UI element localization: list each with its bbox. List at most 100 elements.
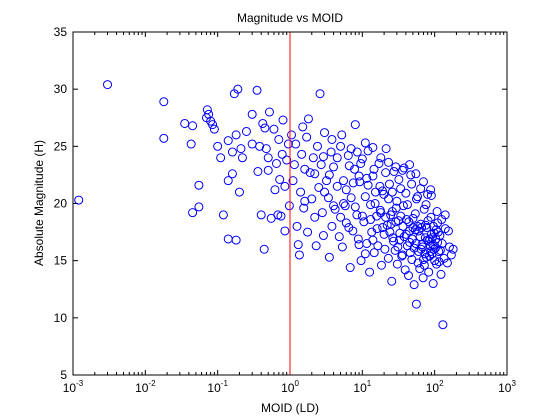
data-point xyxy=(308,153,318,163)
data-point xyxy=(314,182,324,192)
data-point xyxy=(329,162,339,172)
x-tick-label: 102 xyxy=(426,379,444,395)
data-point xyxy=(388,233,398,243)
data-point xyxy=(103,80,113,90)
data-point xyxy=(310,212,320,222)
data-point xyxy=(316,160,326,170)
data-point xyxy=(433,227,443,237)
data-point xyxy=(389,236,399,246)
y-axis-label: Absolute Magnitude (H) xyxy=(32,140,46,266)
data-point xyxy=(350,120,360,130)
data-point xyxy=(383,157,393,167)
data-point xyxy=(303,114,313,124)
y-axis-ticks: 5 10 15 20 25 30 35 xyxy=(54,25,507,382)
data-point xyxy=(383,253,393,263)
data-point xyxy=(438,320,448,330)
data-point xyxy=(378,223,388,233)
data-point xyxy=(404,271,414,281)
data-point xyxy=(352,147,362,157)
data-point xyxy=(263,165,273,175)
data-point xyxy=(377,186,387,196)
data-point xyxy=(391,217,401,227)
data-point xyxy=(159,97,169,107)
data-point xyxy=(313,141,323,151)
data-point xyxy=(74,195,84,205)
data-point xyxy=(339,176,349,186)
data-point xyxy=(297,149,307,159)
data-point xyxy=(326,147,336,157)
data-point xyxy=(401,188,411,198)
data-point xyxy=(234,187,244,197)
data-point xyxy=(255,141,265,151)
data-point xyxy=(322,176,332,186)
data-point xyxy=(241,126,251,136)
data-point xyxy=(320,128,330,138)
data-point xyxy=(293,240,303,250)
data-point xyxy=(360,138,370,148)
data-point xyxy=(417,223,427,233)
data-point xyxy=(296,187,306,197)
data-point xyxy=(435,245,445,255)
data-point xyxy=(274,134,284,144)
data-point xyxy=(379,229,389,239)
data-point xyxy=(402,215,412,225)
data-point xyxy=(320,187,330,197)
data-point xyxy=(311,241,321,251)
data-point xyxy=(421,200,431,210)
data-point xyxy=(418,177,428,187)
data-point xyxy=(381,168,391,178)
data-point xyxy=(409,243,419,253)
plot-frame xyxy=(72,31,508,376)
data-point xyxy=(387,187,397,197)
data-point xyxy=(302,132,312,142)
data-point xyxy=(186,139,196,149)
data-point xyxy=(280,181,290,191)
data-point xyxy=(355,177,365,187)
data-point xyxy=(419,260,429,270)
data-point xyxy=(231,130,241,140)
data-point xyxy=(398,201,408,211)
data-point xyxy=(201,113,211,123)
y-tick-label: 30 xyxy=(54,82,68,96)
data-point xyxy=(392,259,402,269)
x-tick-label: 101 xyxy=(353,379,371,395)
data-point xyxy=(386,219,396,229)
data-point xyxy=(332,181,342,191)
data-point xyxy=(426,185,436,195)
data-point xyxy=(410,209,420,219)
y-tick-label: 15 xyxy=(54,254,68,268)
data-point xyxy=(383,194,393,204)
data-point xyxy=(231,235,241,245)
data-point xyxy=(188,208,198,218)
data-point xyxy=(404,217,414,227)
data-point xyxy=(413,258,423,268)
data-point xyxy=(344,223,354,233)
data-point xyxy=(180,118,190,128)
data-point xyxy=(227,147,237,157)
x-tick-label: 100 xyxy=(281,379,299,395)
data-point xyxy=(409,280,419,290)
data-point xyxy=(271,158,281,168)
data-point xyxy=(237,153,247,163)
data-point xyxy=(370,187,380,197)
data-point xyxy=(280,226,290,236)
data-point xyxy=(258,118,268,128)
y-tick-label: 25 xyxy=(54,139,68,153)
data-point xyxy=(407,179,417,189)
data-point xyxy=(375,181,385,191)
data-point xyxy=(376,153,386,163)
data-point xyxy=(356,256,366,266)
data-point xyxy=(376,260,386,270)
data-point xyxy=(188,121,198,131)
data-point xyxy=(223,136,233,146)
data-point xyxy=(299,203,309,213)
data-point xyxy=(264,107,274,117)
data-point xyxy=(422,223,432,233)
data-point xyxy=(423,189,433,199)
data-point xyxy=(418,273,428,283)
data-point xyxy=(329,201,339,211)
data-point xyxy=(424,267,434,277)
y-tick-label: 35 xyxy=(54,25,68,39)
data-point xyxy=(341,218,351,228)
